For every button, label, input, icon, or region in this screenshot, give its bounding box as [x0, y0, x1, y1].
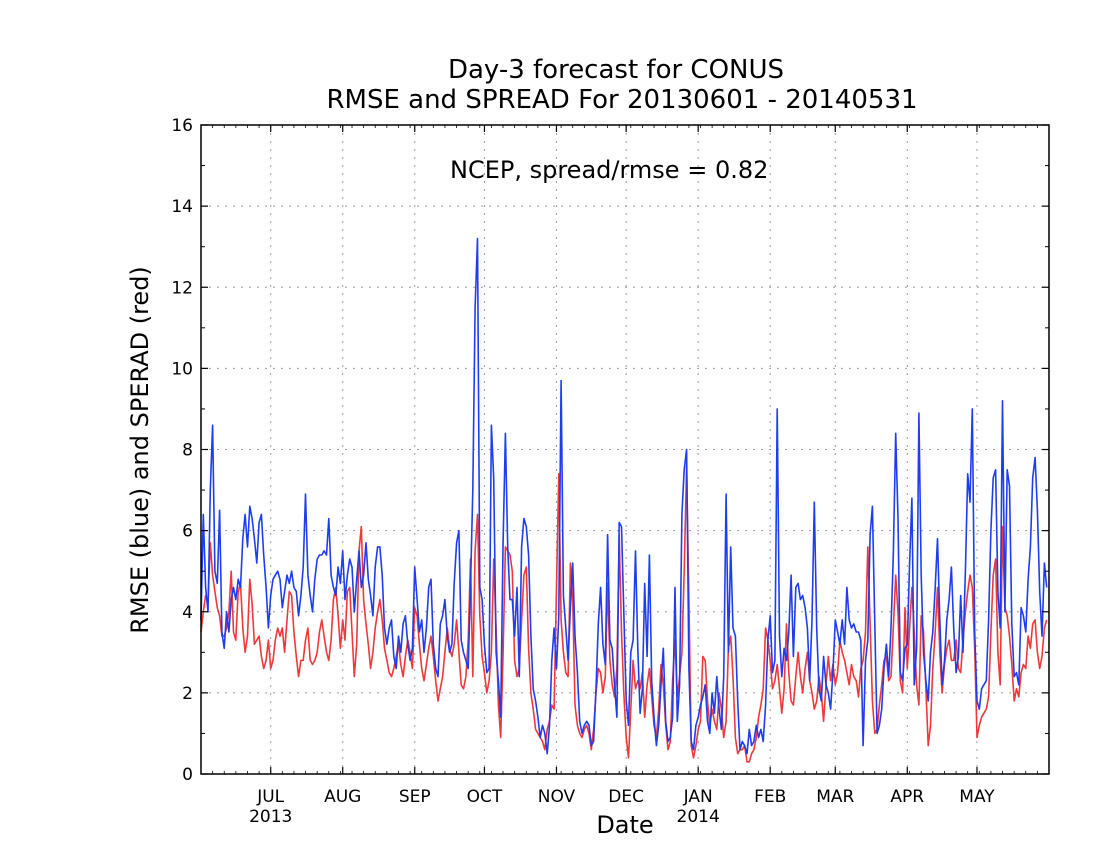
x-tick-label: OCT [467, 787, 503, 807]
y-tick-label: 2 [182, 684, 193, 704]
x-tick-label: MAR [816, 787, 854, 807]
x-tick-label: DEC [608, 787, 644, 807]
y-tick-label: 8 [182, 441, 193, 461]
rmse-series-line [200, 237, 1048, 755]
chart-title-line2: RMSE and SPREAD For 20130601 - 20140531 [326, 85, 917, 115]
x-tick-label: SEP [399, 787, 431, 807]
y-axis-label: RMSE (blue) and SPERAD (red) [126, 266, 154, 634]
series-layer [200, 237, 1048, 763]
y-tick-label: 14 [171, 197, 193, 217]
x-axis-label: Date [596, 811, 653, 839]
grid-lines [201, 125, 1049, 774]
x-tick-sublabel: 2013 [249, 807, 292, 827]
chart-annotation: NCEP, spread/rmse = 0.82 [450, 156, 768, 184]
x-tick-label: AUG [324, 787, 361, 807]
plot-frame [200, 124, 1050, 775]
y-tick-label: 10 [171, 359, 193, 379]
x-tick-label: FEB [754, 787, 786, 807]
x-tick-label: JUL [256, 787, 284, 807]
y-tick-label: 6 [182, 522, 193, 542]
y-tick-label: 0 [182, 765, 193, 785]
spread-series-line [200, 464, 1048, 763]
y-axis: 0 2 4 6 8 10 12 14 16 [171, 116, 1049, 785]
x-tick-label: JAN [683, 787, 713, 807]
y-tick-label: 4 [182, 603, 193, 623]
x-tick-sublabel: 2014 [677, 807, 720, 827]
x-tick-label: APR [890, 787, 924, 807]
x-tick-label: NOV [538, 787, 576, 807]
chart-title-line1: Day-3 forecast for CONUS [448, 55, 784, 85]
y-tick-label: 12 [171, 278, 193, 298]
x-tick-label: MAY [959, 787, 995, 807]
y-tick-label: 16 [171, 116, 193, 136]
